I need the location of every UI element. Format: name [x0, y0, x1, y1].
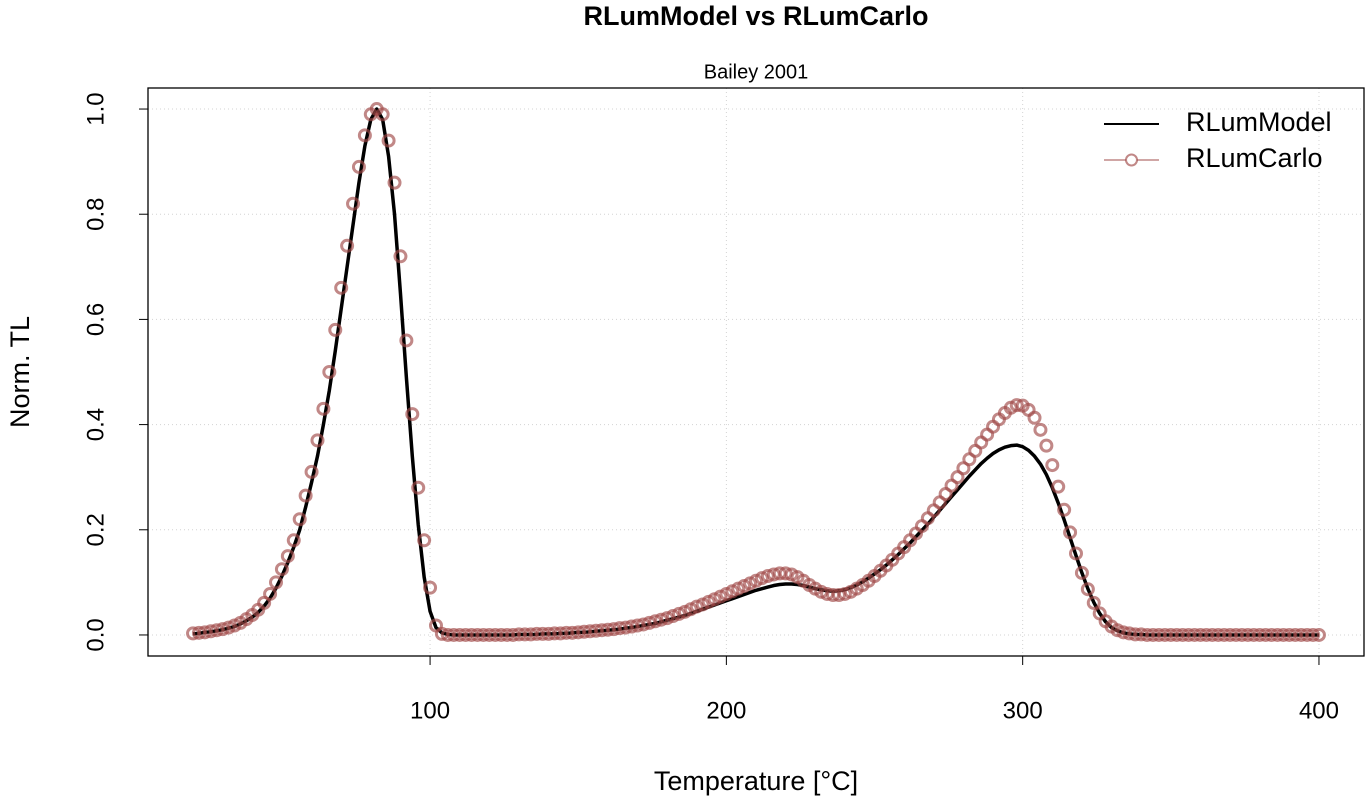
legend-label: RLumCarlo	[1186, 143, 1323, 173]
data-point	[1039, 438, 1054, 453]
y-tick-label: 0.4	[82, 408, 109, 441]
data-point	[274, 562, 289, 577]
x-tick-label: 300	[1003, 697, 1043, 724]
data-point	[417, 533, 432, 548]
data-point	[280, 549, 295, 564]
data-point	[292, 512, 307, 527]
data-point	[393, 249, 408, 264]
data-point	[387, 175, 402, 190]
data-point	[1080, 582, 1095, 597]
data-point	[1306, 627, 1321, 642]
data-point	[1311, 627, 1326, 642]
y-tick-label: 0.2	[82, 513, 109, 546]
plot-frame	[147, 87, 1365, 657]
data-point	[1009, 398, 1024, 413]
x-axis-label: Temperature [°C]	[654, 766, 858, 796]
data-point	[423, 580, 438, 595]
data-point	[263, 586, 278, 601]
data-line	[192, 107, 1319, 637]
data-point	[316, 401, 331, 416]
data-point	[405, 407, 420, 422]
data-point	[357, 128, 372, 143]
data-point	[648, 614, 663, 629]
chart-subtitle: Bailey 2001	[704, 61, 809, 83]
data-point	[286, 533, 301, 548]
data-point	[1051, 479, 1066, 494]
data-point	[1027, 410, 1042, 425]
data-point	[340, 238, 355, 253]
legend-label: RLumModel	[1186, 107, 1332, 137]
data-point	[381, 133, 396, 148]
data-point	[831, 587, 846, 602]
legend-marker	[1125, 153, 1138, 167]
y-tick-label: 0.8	[82, 198, 109, 231]
data-point	[654, 612, 669, 627]
data-point	[215, 622, 230, 637]
data-point	[269, 575, 283, 590]
data-point	[310, 433, 325, 448]
data-point	[1033, 422, 1048, 437]
data-point	[328, 322, 343, 337]
data-point	[778, 566, 793, 581]
chart-title: RLumModel vs RLumCarlo	[583, 1, 928, 31]
y-tick-label: 0.0	[82, 618, 109, 651]
y-tick-label: 0.6	[82, 303, 109, 336]
data-point	[1086, 595, 1101, 610]
data-point	[1069, 546, 1083, 561]
data-point	[1045, 458, 1060, 473]
x-tick-label: 100	[410, 697, 450, 724]
x-tick-label: 200	[706, 697, 746, 724]
data-point	[642, 615, 657, 630]
data-point	[351, 159, 366, 174]
data-point	[322, 365, 337, 379]
x-tick-label: 400	[1299, 697, 1339, 724]
data-point	[298, 488, 313, 503]
data-point	[1057, 502, 1072, 517]
data-point	[304, 464, 319, 479]
data-point	[399, 333, 414, 348]
data-point	[346, 196, 361, 211]
data-point	[1063, 525, 1078, 540]
y-axis-label: Norm. TL	[5, 316, 35, 428]
data-point	[411, 480, 426, 495]
data-point	[636, 617, 651, 632]
y-tick-label: 1.0	[82, 92, 109, 125]
data-point	[1074, 565, 1089, 580]
data-point	[375, 107, 390, 122]
data-point	[334, 280, 349, 295]
